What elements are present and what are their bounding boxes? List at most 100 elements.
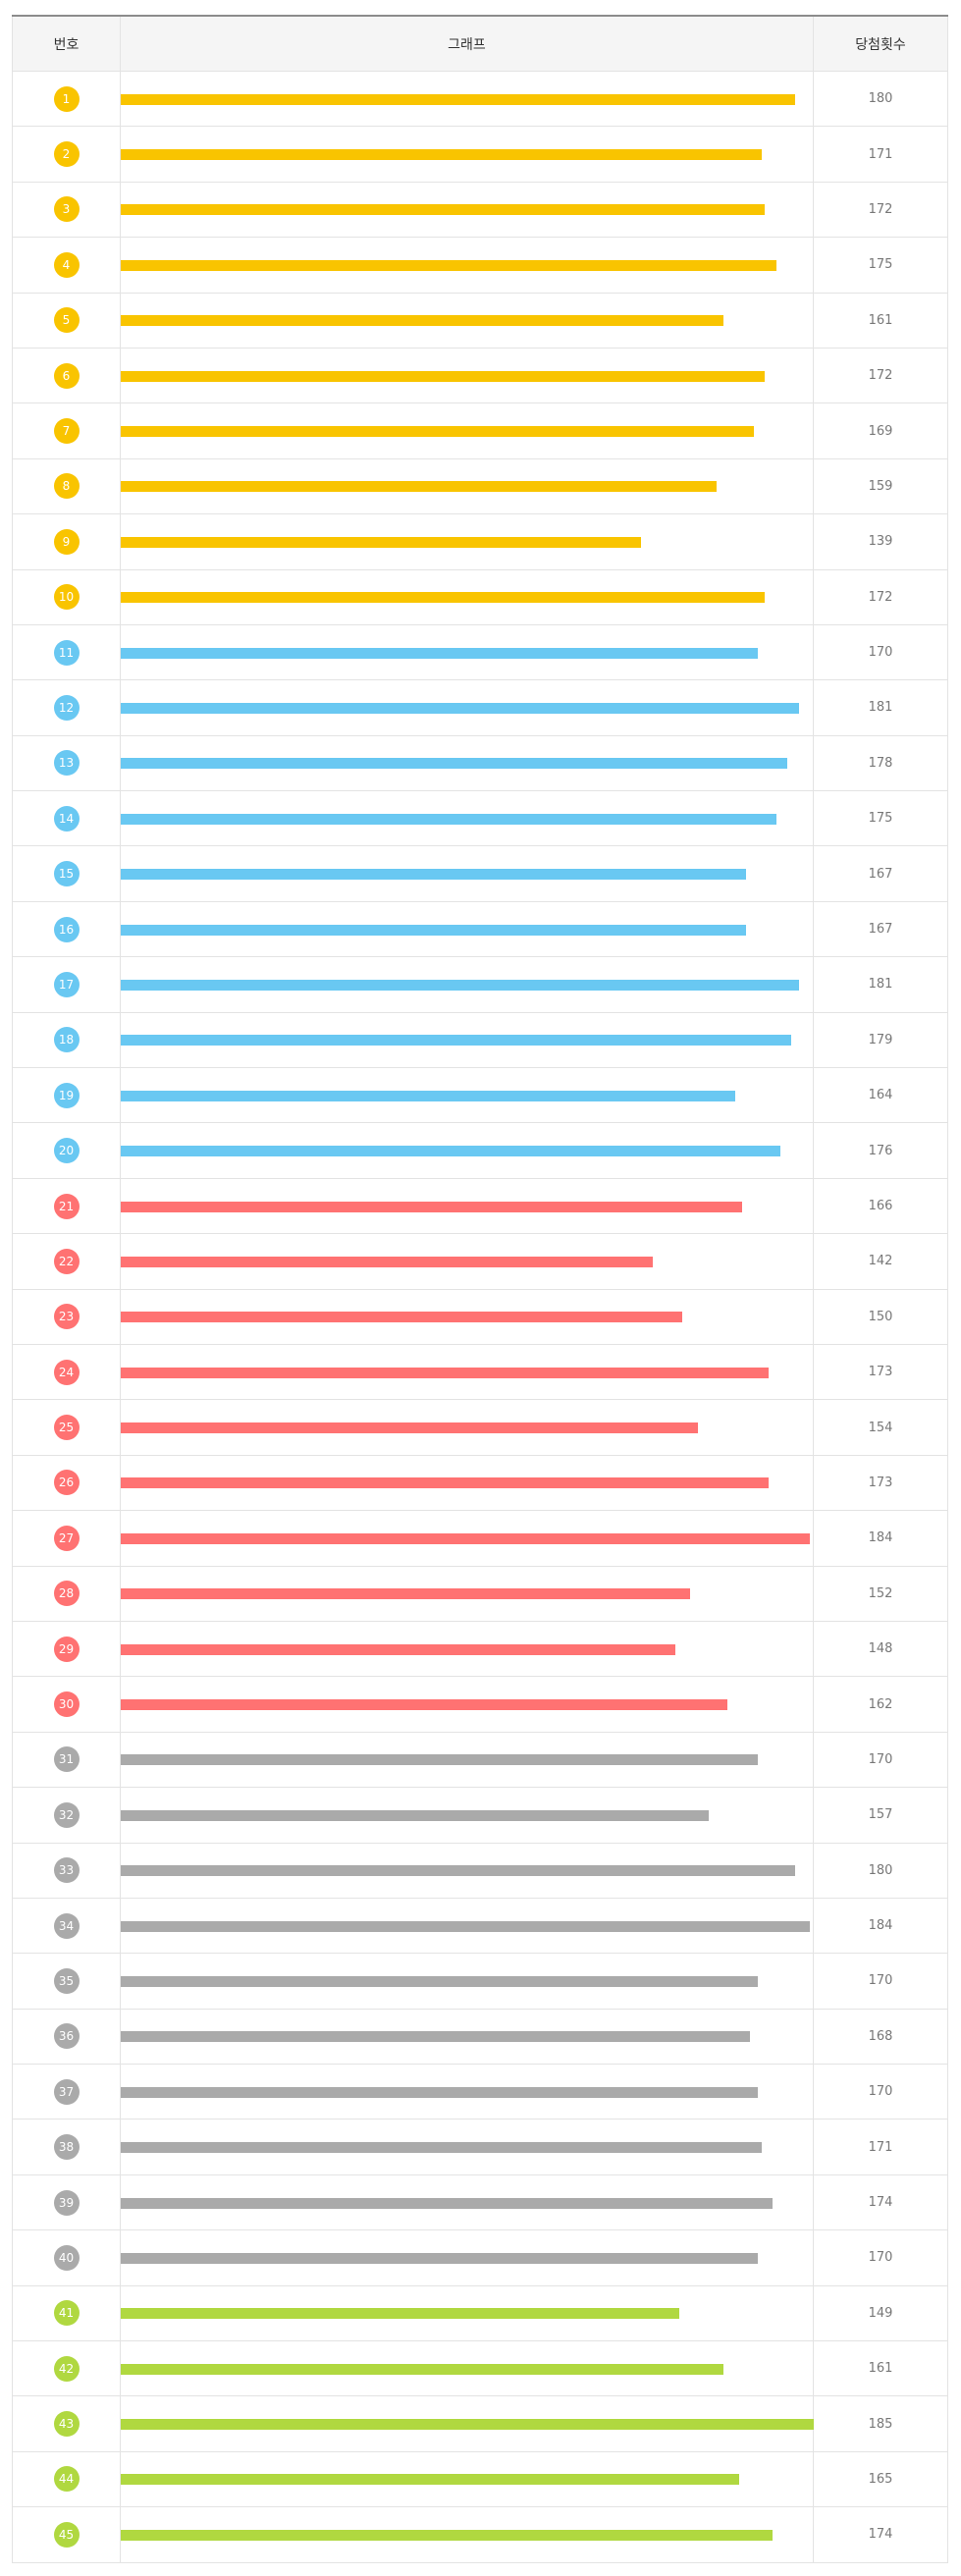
graph-cell <box>120 679 814 736</box>
number-cell: 33 <box>12 1842 121 1899</box>
frequency-bar <box>121 869 746 881</box>
number-ball: 27 <box>53 1525 80 1551</box>
count-cell: 162 <box>813 1676 948 1733</box>
number-ball: 13 <box>53 750 80 777</box>
number-cell: 7 <box>12 402 121 459</box>
number-cell: 13 <box>12 734 121 792</box>
frequency-bar <box>121 1256 653 1267</box>
number-ball: 14 <box>53 805 80 832</box>
graph-cell <box>120 1011 814 1069</box>
count-cell: 184 <box>813 1510 948 1567</box>
graph-cell <box>120 1177 814 1235</box>
frequency-bar <box>121 1422 698 1434</box>
number-ball: 10 <box>53 584 80 611</box>
table-row: 20 176 <box>12 1122 948 1179</box>
number-ball: 16 <box>53 916 80 942</box>
frequency-bar <box>121 93 795 105</box>
frequency-bar <box>121 1367 769 1378</box>
frequency-bar <box>121 1865 795 1877</box>
number-cell: 34 <box>12 1897 121 1955</box>
table-body: 1 180 2 171 3 172 4 175 5 161 6 172 7 169 8 159 9 139 10 17… <box>12 70 948 2563</box>
number-ball: 17 <box>53 971 80 997</box>
count-cell: 168 <box>813 2008 948 2066</box>
count-cell: 184 <box>813 1897 948 1955</box>
graph-cell <box>120 2174 814 2231</box>
frequency-bar <box>121 2529 773 2541</box>
table-row: 2 171 <box>12 126 948 183</box>
frequency-bar <box>121 1809 709 1821</box>
graph-cell <box>120 956 814 1013</box>
frequency-bar <box>121 1588 690 1600</box>
number-ball: 34 <box>53 1912 80 1939</box>
table-row: 4 175 <box>12 237 948 294</box>
number-cell: 27 <box>12 1510 121 1567</box>
graph-cell <box>120 845 814 902</box>
number-cell: 43 <box>12 2395 121 2452</box>
count-cell: 169 <box>813 402 948 459</box>
frequency-bar <box>121 481 717 493</box>
number-ball: 26 <box>53 1470 80 1496</box>
table-row: 29 148 <box>12 1620 948 1678</box>
table-row: 25 154 <box>12 1399 948 1456</box>
number-ball: 40 <box>53 2244 80 2271</box>
graph-cell <box>120 181 814 239</box>
frequency-bar <box>121 1643 675 1655</box>
count-cell: 159 <box>813 457 948 515</box>
number-ball: 30 <box>53 1691 80 1718</box>
graph-cell <box>120 1510 814 1567</box>
table-row: 41 149 <box>12 2284 948 2342</box>
graph-cell <box>120 2229 814 2286</box>
frequency-bar <box>121 924 746 936</box>
number-cell: 22 <box>12 1233 121 1290</box>
graph-cell <box>120 623 814 681</box>
number-cell: 21 <box>12 1177 121 1235</box>
number-cell: 14 <box>12 790 121 847</box>
count-cell: 174 <box>813 2506 948 2563</box>
number-cell: 10 <box>12 568 121 625</box>
graph-cell <box>120 1731 814 1789</box>
graph-cell <box>120 568 814 625</box>
count-cell: 148 <box>813 1620 948 1678</box>
count-cell: 142 <box>813 1233 948 1290</box>
table-row: 26 173 <box>12 1454 948 1512</box>
number-cell: 45 <box>12 2506 121 2563</box>
graph-cell <box>120 292 814 349</box>
graph-cell <box>120 1399 814 1456</box>
frequency-bar <box>121 1201 742 1212</box>
table-row: 23 150 <box>12 1288 948 1345</box>
number-cell: 15 <box>12 845 121 902</box>
graph-cell <box>120 1787 814 1844</box>
number-cell: 18 <box>12 1011 121 1069</box>
frequency-bar <box>121 2363 723 2375</box>
table-row: 16 167 <box>12 900 948 958</box>
graph-cell <box>120 2340 814 2397</box>
table-row: 5 161 <box>12 292 948 349</box>
graph-cell <box>120 1676 814 1733</box>
count-cell: 170 <box>813 2229 948 2286</box>
count-cell: 152 <box>813 1565 948 1622</box>
graph-cell <box>120 2395 814 2452</box>
frequency-bar <box>121 1146 780 1157</box>
table-row: 43 185 <box>12 2395 948 2452</box>
graph-cell <box>120 2119 814 2175</box>
count-cell: 179 <box>813 1011 948 1069</box>
number-ball: 38 <box>53 2134 80 2161</box>
count-cell: 166 <box>813 1177 948 1235</box>
count-cell: 175 <box>813 790 948 847</box>
graph-cell <box>120 2450 814 2508</box>
frequency-bar <box>121 813 776 825</box>
table-row: 30 162 <box>12 1676 948 1733</box>
count-cell: 170 <box>813 2064 948 2120</box>
number-ball: 22 <box>53 1248 80 1274</box>
number-ball: 8 <box>53 473 80 500</box>
number-ball: 29 <box>53 1636 80 1662</box>
count-cell: 172 <box>813 568 948 625</box>
graph-cell <box>120 790 814 847</box>
number-cell: 3 <box>12 181 121 239</box>
frequency-bar <box>121 592 765 604</box>
frequency-bar <box>121 2086 758 2098</box>
frequency-bar <box>121 426 754 438</box>
number-cell: 9 <box>12 513 121 570</box>
frequency-bar <box>121 2197 773 2209</box>
frequency-bar <box>121 2419 814 2431</box>
